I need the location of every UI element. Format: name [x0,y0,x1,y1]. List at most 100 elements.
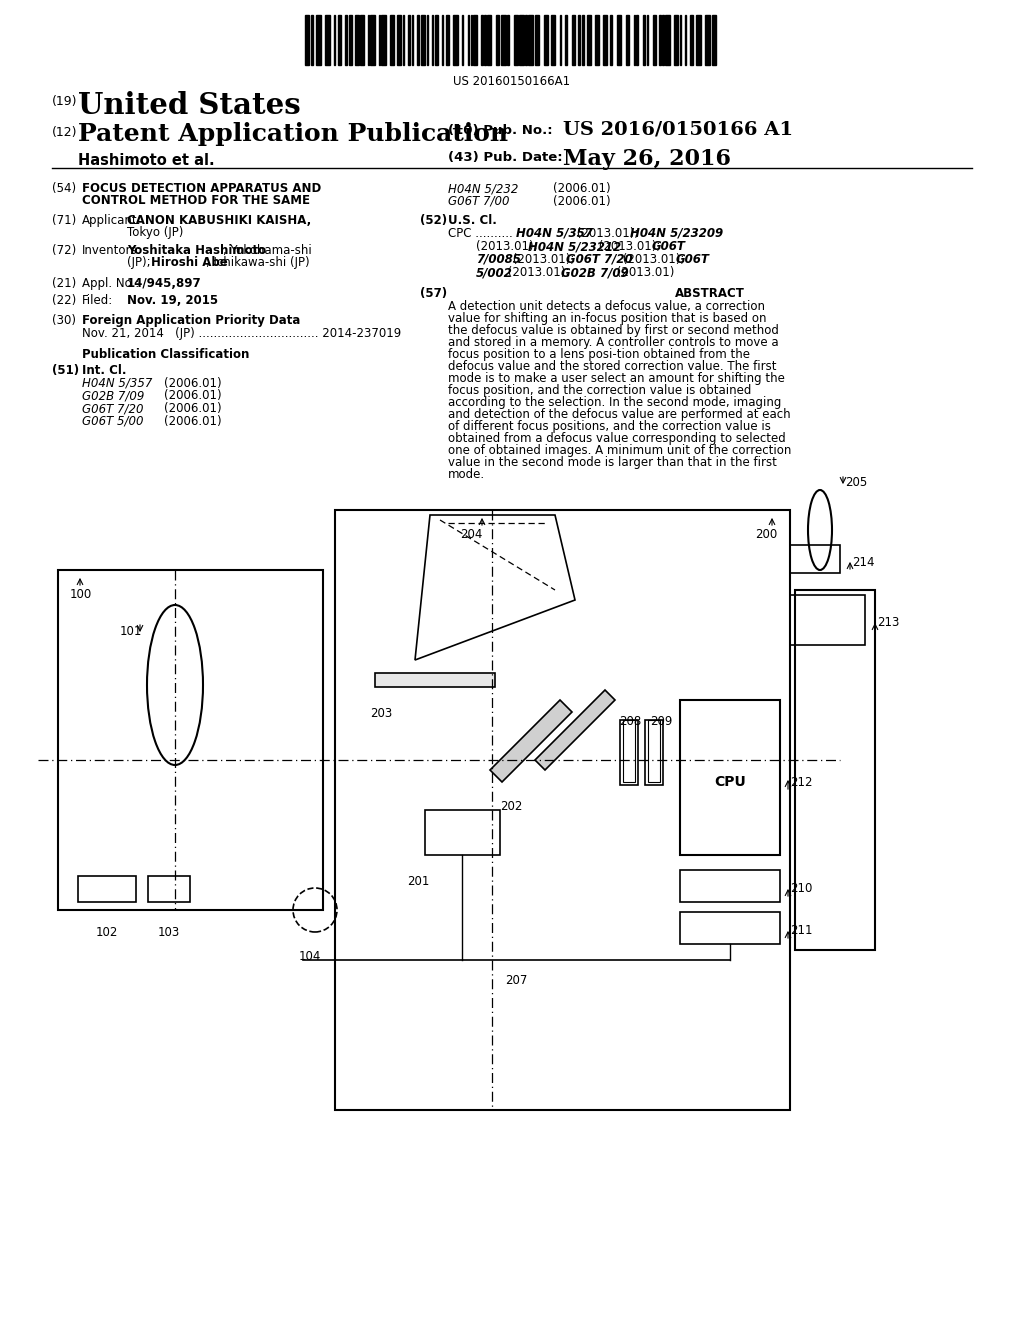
Bar [397,15,401,65]
Text: CONTROL METHOD FOR THE SAME: CONTROL METHOD FOR THE SAME [82,194,310,207]
Text: (2013.01);: (2013.01); [573,227,642,240]
Text: 212: 212 [790,776,812,788]
Text: (2013.01);: (2013.01); [476,240,542,253]
Bar [349,15,352,65]
Bar [335,510,790,1110]
Text: (2013.01);: (2013.01); [618,253,688,267]
Bar [696,15,701,65]
Bar [514,15,518,65]
Text: (51): (51) [52,364,79,378]
Bar [402,15,403,65]
Text: G06T 7/20: G06T 7/20 [82,403,143,414]
Bar [610,15,612,65]
Text: H04N 5/23209: H04N 5/23209 [630,227,723,240]
Bar [507,15,509,65]
Bar [78,876,136,902]
Text: U.S. Cl.: U.S. Cl. [449,214,497,227]
Text: Applicant:: Applicant: [82,214,141,227]
Bar [432,15,433,65]
Text: G02B 7/09: G02B 7/09 [561,267,629,279]
Text: , Ichikawa-shi (JP): , Ichikawa-shi (JP) [206,256,309,269]
Text: H04N 5/232: H04N 5/232 [449,182,518,195]
Bar [665,15,670,65]
Bar [310,15,313,65]
Text: Appl. No.:: Appl. No.: [82,277,139,290]
Text: 5/002: 5/002 [476,267,513,279]
Text: H04N 5/357: H04N 5/357 [82,378,153,389]
Bar [338,15,341,65]
Text: focus position, and the correction value is obtained: focus position, and the correction value… [449,384,752,397]
Bar [790,595,865,645]
Bar [559,15,561,65]
Bar [690,15,693,65]
Text: (2006.01): (2006.01) [164,403,221,414]
Bar [582,15,585,65]
Text: Nov. 19, 2015: Nov. 19, 2015 [127,294,218,308]
Bar [446,15,449,65]
Text: (2013.01): (2013.01) [613,267,675,279]
Text: 102: 102 [96,927,118,939]
Bar [368,15,369,65]
Text: (JP);: (JP); [127,256,155,269]
Text: 209: 209 [650,715,673,729]
Bar [680,912,780,944]
Bar [441,15,443,65]
Bar [381,15,386,65]
Text: (22): (22) [52,294,76,308]
Bar [502,15,506,65]
Text: (2006.01): (2006.01) [164,389,221,403]
Text: (71): (71) [52,214,76,227]
Text: mode is to make a user select an amount for shifting the: mode is to make a user select an amount … [449,372,784,385]
Bar [435,15,438,65]
Bar [484,15,485,65]
Bar [551,15,555,65]
Bar [790,545,840,573]
Bar [486,15,492,65]
Text: Filed:: Filed: [82,294,114,308]
Text: defocus value and the stored correction value. The first: defocus value and the stored correction … [449,360,776,374]
Bar [596,15,599,65]
Bar [572,15,575,65]
Text: Foreign Application Priority Data: Foreign Application Priority Data [82,314,300,327]
Bar [659,15,660,65]
Bar [409,15,411,65]
Text: 204: 204 [460,528,482,541]
Bar [519,15,523,65]
Bar [390,15,393,65]
Bar [360,15,365,65]
Text: 100: 100 [70,587,92,601]
Bar [326,15,330,65]
Bar [58,570,323,909]
Text: (30): (30) [52,314,76,327]
Text: Hiroshi Abe: Hiroshi Abe [151,256,227,269]
Text: (2006.01): (2006.01) [553,194,610,207]
Text: 101: 101 [120,624,142,638]
Bar [370,15,375,65]
Text: 14/945,897: 14/945,897 [127,277,202,290]
Bar [647,15,648,65]
Text: Tokyo (JP): Tokyo (JP) [127,226,183,239]
Text: Int. Cl.: Int. Cl. [82,364,127,378]
Bar [795,590,874,950]
Bar [305,15,309,65]
Bar [148,876,190,902]
Text: (72): (72) [52,244,76,257]
Text: (2006.01): (2006.01) [553,182,610,195]
Bar [417,15,420,65]
Bar [712,15,716,65]
Text: (57): (57) [420,286,447,300]
Text: 205: 205 [845,475,867,488]
Bar [496,15,499,65]
Text: (21): (21) [52,277,76,290]
Bar [316,15,321,65]
Text: (19): (19) [52,95,78,108]
Bar [528,15,532,65]
Bar [680,700,780,855]
Bar [626,15,629,65]
Text: according to the selection. In the second mode, imaging: according to the selection. In the secon… [449,396,781,409]
Text: 211: 211 [790,924,812,937]
Text: A detection unit detects a defocus value, a correction: A detection unit detects a defocus value… [449,300,765,313]
Bar [544,15,549,65]
Text: mode.: mode. [449,469,485,480]
Text: G06T 5/00: G06T 5/00 [82,414,143,428]
